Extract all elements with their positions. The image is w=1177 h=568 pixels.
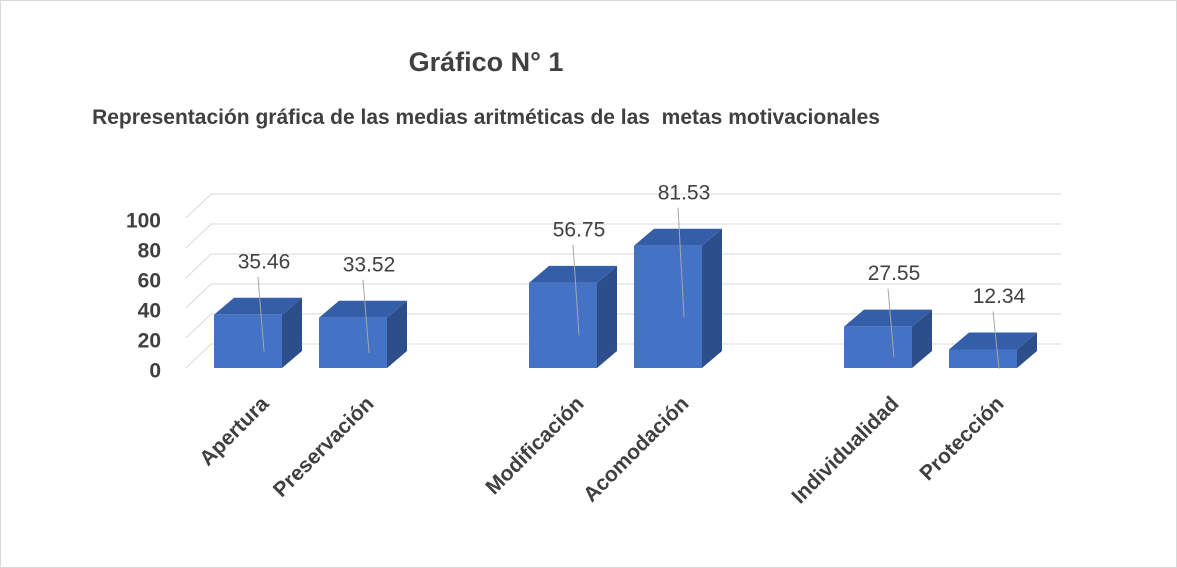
value-label: 12.34 (973, 285, 1026, 308)
bar (634, 245, 702, 368)
grid-line (185, 253, 1061, 279)
x-tick-label: Acomodación (579, 392, 693, 506)
x-tick-label: Modificación (481, 392, 588, 499)
bar (844, 326, 912, 368)
y-tick-label: 80 (138, 240, 161, 263)
leader-line (992, 311, 1000, 369)
value-label: 81.53 (658, 181, 711, 204)
x-tick-label: Individualidad (787, 392, 903, 508)
chart-title: Gráfico N° 1 (408, 47, 564, 77)
value-label: 35.46 (238, 250, 291, 273)
chart-subtitle: Representación gráfica de las medias ari… (92, 106, 880, 129)
y-tick-label: 100 (126, 210, 161, 233)
bar (319, 317, 387, 368)
bar-top (634, 228, 722, 246)
bar-side (1017, 332, 1037, 368)
value-label: 33.52 (343, 253, 396, 276)
y-tick-label: 0 (149, 360, 161, 383)
y-tick-label: 40 (138, 300, 161, 323)
bar-top (844, 309, 932, 327)
bar-side (387, 300, 407, 368)
bar (949, 349, 1017, 368)
grid-line (185, 343, 1061, 369)
grid-line (185, 193, 1061, 219)
bar-top (214, 297, 302, 315)
grid-line (185, 283, 1061, 309)
bar-side (282, 297, 302, 368)
leader-line (677, 207, 685, 317)
leader-line (362, 279, 370, 353)
leader-line (887, 288, 895, 358)
x-tick-label: Preservación (269, 392, 379, 502)
bar-top (529, 265, 617, 283)
bar (214, 314, 282, 368)
bar-side (912, 309, 932, 368)
y-tick-label: 20 (138, 330, 161, 353)
x-tick-label: Apertura (195, 392, 273, 470)
bar (529, 282, 597, 368)
bar-top (949, 332, 1037, 350)
leader-line (257, 276, 265, 352)
grid-line (185, 223, 1061, 249)
y-tick-label: 60 (138, 270, 161, 293)
leader-line (572, 244, 580, 336)
bar-side (702, 228, 722, 368)
grid-line (185, 313, 1061, 339)
x-tick-label: Protección (915, 392, 1008, 485)
value-label: 56.75 (553, 218, 606, 241)
bar-top (319, 300, 407, 318)
bar-side (597, 265, 617, 368)
value-label: 27.55 (868, 262, 921, 285)
